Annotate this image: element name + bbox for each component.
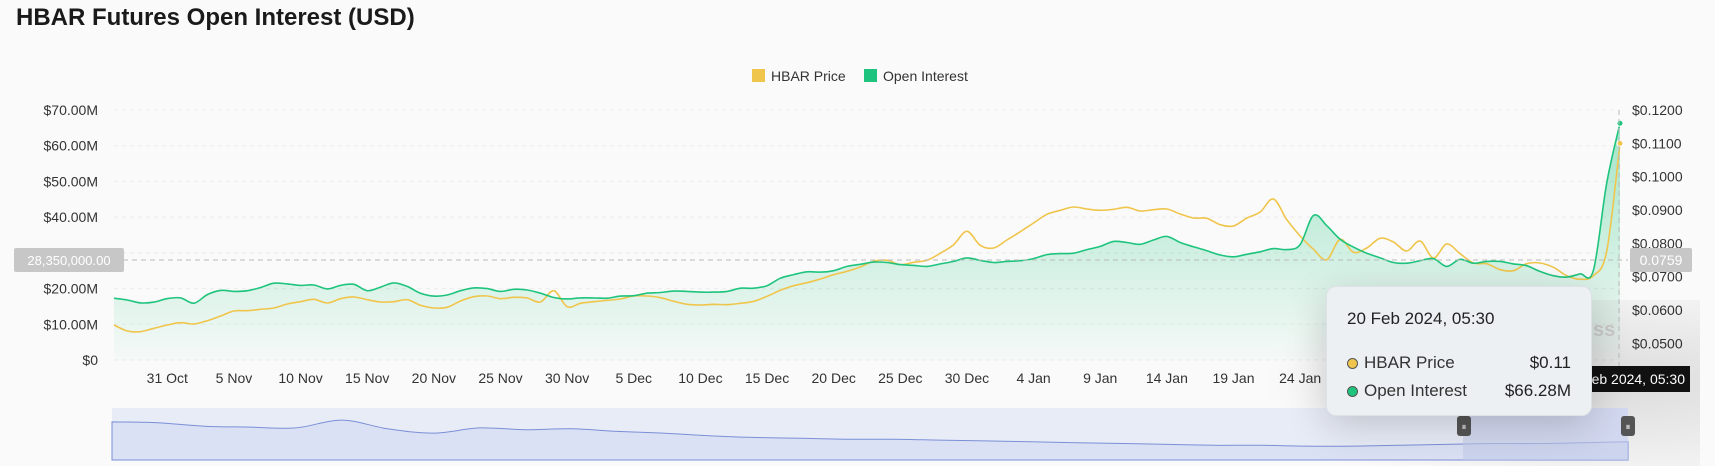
left-axis-tick-label: $20.00M	[44, 281, 98, 297]
right-axis-tick-label: $0.0700	[1632, 269, 1683, 285]
navigator-selected-range[interactable]	[1463, 408, 1628, 460]
crosshair-left-label: 28,350,000.00	[27, 253, 110, 268]
x-axis-tick-label: 15 Nov	[345, 370, 389, 386]
crosshair-right-label-box	[1630, 248, 1692, 272]
left-axis-tick-label: $70.00M	[44, 102, 98, 118]
crosshair-x-label: 20 Feb 2024, 05:30	[1564, 371, 1686, 387]
right-axis-tick-label: $0.1100	[1632, 135, 1682, 151]
watermark-text: ss	[1593, 319, 1615, 341]
navigator-right-handle[interactable]	[1621, 416, 1635, 436]
left-axis-tick-label: $40.00M	[44, 209, 98, 225]
right-axis-tick-label: $0.1000	[1632, 169, 1683, 185]
legend-item-open-interest[interactable]: Open Interest	[864, 68, 968, 84]
crosshair-left-label-box	[14, 248, 124, 272]
legend-item-hbar-price[interactable]: HBAR Price	[752, 68, 846, 84]
x-axis-tick-label: 15 Dec	[745, 370, 789, 386]
navigator-left-handle[interactable]	[1457, 416, 1471, 436]
tooltip: 20 Feb 2024, 05:30 HBAR Price $0.11 Open…	[1326, 286, 1592, 416]
left-axis-tick-label: $50.00M	[44, 173, 98, 189]
legend-label-open-interest: Open Interest	[883, 68, 968, 84]
x-axis-tick-label: 20 Nov	[412, 370, 456, 386]
x-axis-tick-label: 30 Nov	[545, 370, 589, 386]
x-axis-tick-label: 30 Dec	[945, 370, 989, 386]
legend-swatch-hbar-price	[752, 69, 765, 82]
tooltip-value-open-interest: $66.28M	[1504, 381, 1571, 400]
tooltip-date: 20 Feb 2024, 05:30	[1347, 309, 1495, 328]
right-axis-tick-label: $0.0800	[1632, 235, 1683, 251]
tooltip-row-open-interest: Open Interest $66.28M	[1347, 377, 1571, 405]
crosshair-right-label: 0.0759	[1640, 252, 1683, 268]
tooltip-value-hbar-price: $0.11	[1529, 353, 1571, 372]
legend[interactable]: HBAR Price Open Interest	[752, 68, 968, 84]
x-axis-tick-label: 5 Dec	[615, 370, 652, 386]
right-axis-tick-label: $0.1200	[1632, 102, 1683, 118]
left-y-axis: $0$10.00M$20.00M$30.00M$40.00M$50.00M$60…	[44, 102, 99, 368]
left-handle-grip-icon: ⏸	[1462, 422, 1467, 433]
right-handle-grip-icon: ⏸	[1626, 422, 1631, 433]
x-axis-tick-label: 20 Dec	[812, 370, 856, 386]
x-axis-tick-label: 14 Jan	[1146, 370, 1188, 386]
open-interest-line[interactable]	[113, 123, 1621, 305]
navigator-series	[111, 419, 1629, 461]
x-axis-tick-label: 4 Jan	[1016, 370, 1050, 386]
tooltip-dot-open-interest	[1347, 385, 1358, 397]
x-axis-tick-label: 5 Nov	[216, 370, 253, 386]
x-axis-tick-label: 25 Nov	[478, 370, 522, 386]
open-interest-hover-point	[1616, 119, 1624, 127]
x-axis-tick-label: 25 Dec	[878, 370, 922, 386]
left-axis-tick-label: $10.00M	[44, 316, 98, 332]
tooltip-label-open-interest: Open Interest	[1364, 381, 1468, 400]
hbar-price-hover-point	[1616, 139, 1624, 147]
left-axis-tick-label: $0	[82, 352, 98, 368]
tooltip-dot-hbar-price	[1347, 357, 1358, 369]
chart-title: HBAR Futures Open Interest (USD)	[16, 4, 415, 31]
left-axis-tick-label: $60.00M	[44, 138, 98, 154]
x-axis-tick-label: 10 Nov	[278, 370, 322, 386]
tooltip-row-hbar-price: HBAR Price $0.11	[1347, 349, 1571, 377]
x-axis-tick-label: 10 Dec	[678, 370, 722, 386]
x-axis-tick-label: 31 Oct	[147, 370, 188, 386]
right-axis-tick-label: $0.0900	[1632, 202, 1683, 218]
range-navigator[interactable]: ⏸ ⏸	[111, 408, 1635, 461]
tooltip-label-hbar-price: HBAR Price	[1364, 353, 1455, 372]
legend-swatch-open-interest	[864, 69, 877, 82]
x-axis-tick-label: 9 Jan	[1083, 370, 1117, 386]
legend-label-hbar-price: HBAR Price	[771, 68, 846, 84]
